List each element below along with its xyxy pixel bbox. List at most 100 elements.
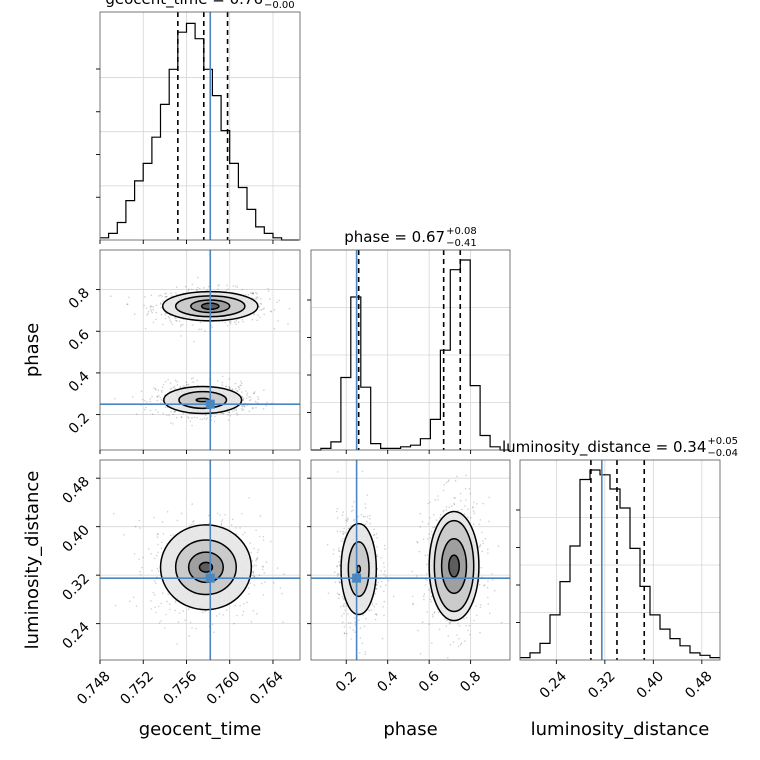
sample-point [336, 530, 339, 532]
sample-point [371, 603, 374, 606]
sample-point [341, 615, 343, 617]
sample-point [443, 509, 445, 512]
sample-point [248, 410, 250, 413]
sample-point [236, 390, 238, 392]
sample-point [200, 328, 203, 331]
sample-point [172, 423, 174, 425]
sample-point [361, 642, 364, 644]
sample-point [442, 510, 445, 513]
sample-point [426, 611, 429, 613]
sample-point [240, 407, 243, 410]
sample-point [375, 584, 378, 586]
sample-point [332, 548, 335, 551]
sample-point [491, 664, 493, 666]
sample-point [204, 330, 206, 333]
sample-point [374, 618, 377, 621]
sample-point [472, 510, 475, 512]
sample-point [178, 612, 181, 615]
sample-point [375, 603, 378, 605]
sample-point [133, 313, 136, 315]
sample-point [218, 284, 221, 286]
sample-point [439, 517, 441, 519]
sample-point [423, 598, 425, 601]
sample-point [430, 595, 433, 598]
sample-point [242, 397, 245, 400]
sample-point [472, 523, 475, 525]
sample-point [336, 575, 339, 577]
title-luminosity_distance: luminosity_distance = 0.34 +0.05−0.04 [502, 436, 738, 459]
sample-point [169, 382, 172, 384]
sample-point [258, 574, 261, 577]
sample-point [228, 411, 230, 414]
sample-point [224, 385, 227, 388]
y-tick-label: 0.6 [66, 327, 93, 354]
sample-point [253, 313, 255, 316]
sample-point [174, 388, 176, 390]
sample-point [168, 414, 170, 417]
sample-point [217, 288, 219, 291]
sample-point [240, 382, 243, 385]
sample-point [191, 424, 193, 427]
sample-point [159, 396, 162, 399]
sample-point [380, 570, 383, 572]
sample-point [260, 303, 263, 305]
y-axis-label-luminosity_distance: luminosity_distance [22, 471, 43, 650]
sample-point [382, 606, 384, 608]
sample-point [242, 399, 244, 401]
sample-point [240, 384, 243, 387]
sample-point [191, 288, 193, 291]
sample-point [255, 296, 258, 299]
sample-point [126, 303, 128, 306]
sample-point [228, 386, 231, 389]
sample-point [162, 533, 165, 535]
sample-point [343, 599, 345, 601]
sample-point [469, 633, 471, 636]
sample-point [252, 572, 255, 574]
sample-point [153, 516, 155, 519]
sample-point [469, 517, 472, 519]
sample-point [174, 317, 176, 319]
sample-point [283, 573, 285, 575]
sample-point [241, 396, 244, 399]
sample-point [170, 295, 173, 298]
sample-point [196, 379, 198, 382]
sample-point [197, 276, 199, 279]
sample-point [162, 300, 164, 303]
sample-point [251, 292, 253, 295]
sample-point [380, 557, 382, 559]
sample-point [335, 565, 338, 568]
sample-point [235, 409, 237, 412]
sample-point [176, 381, 178, 383]
sample-point [152, 591, 154, 594]
sample-point [427, 589, 430, 591]
sample-point [216, 380, 219, 382]
sample-point [260, 298, 262, 300]
sample-point [256, 319, 258, 322]
sample-point [183, 385, 185, 387]
sample-point [344, 531, 346, 534]
sample-point [188, 288, 190, 291]
sample-point [457, 645, 460, 648]
sample-point [239, 604, 241, 607]
sample-point [247, 587, 250, 589]
title-text: geocent_time = 0.76 [105, 0, 263, 9]
sample-point [342, 532, 344, 535]
sample-point [239, 384, 241, 387]
sample-point [249, 396, 252, 398]
x-tick-label: 0.6 [416, 668, 443, 695]
panel-phase-luminosity_distance [326, 470, 503, 666]
sample-point [381, 580, 383, 583]
sample-point [241, 319, 244, 321]
sample-point [180, 416, 183, 418]
sample-point [161, 295, 163, 298]
sample-point [342, 540, 345, 543]
sample-point [342, 533, 345, 536]
sample-point [500, 621, 503, 624]
sample-point [157, 570, 160, 572]
sample-point [149, 400, 151, 403]
sample-point [460, 642, 463, 644]
sample-point [236, 614, 238, 617]
sample-point [352, 509, 354, 512]
sample-point [156, 395, 159, 398]
